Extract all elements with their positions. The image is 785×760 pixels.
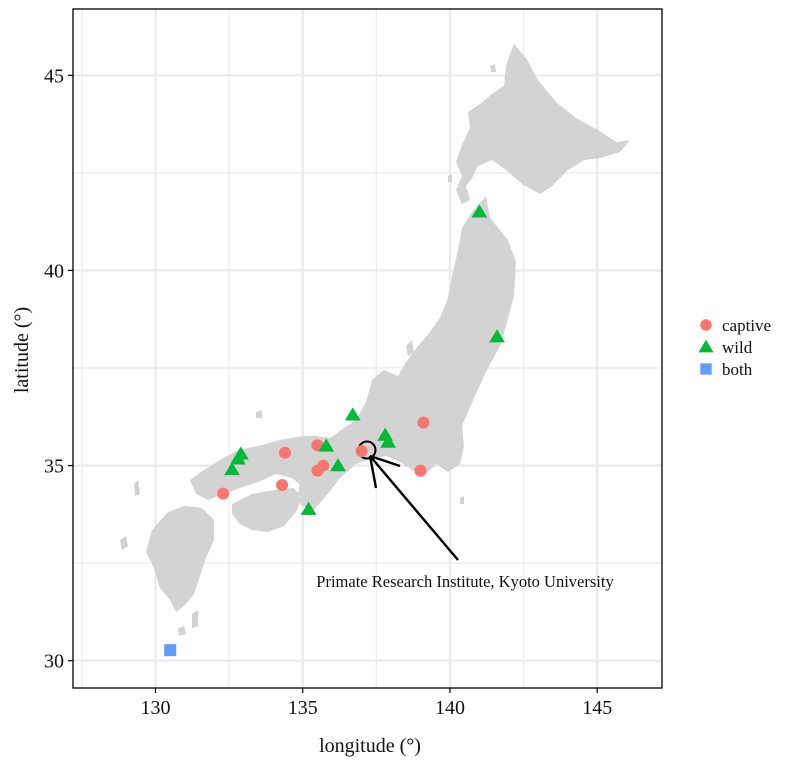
kyushu-landmass — [146, 506, 214, 612]
wild-point — [344, 407, 361, 421]
y-tick-label: 40 — [44, 260, 64, 282]
captive-point — [414, 464, 427, 477]
wild-point — [232, 446, 249, 460]
both-point — [164, 644, 177, 657]
yakushima-island — [178, 626, 186, 636]
annotation-label: Primate Research Institute, Kyoto Univer… — [316, 572, 614, 591]
captive-point — [276, 479, 289, 492]
tsushima-island — [134, 480, 140, 496]
captive-point — [355, 445, 368, 458]
awaji-island — [298, 482, 306, 498]
captive-point — [279, 446, 292, 459]
wild-point — [300, 501, 317, 515]
annotation: Primate Research Institute, Kyoto Univer… — [316, 440, 614, 591]
x-tick-label: 145 — [582, 697, 612, 719]
wild-point — [380, 434, 396, 448]
panel-border — [72, 8, 663, 689]
wild-point — [471, 204, 488, 218]
y-axis-title: latitude (°) — [11, 307, 33, 393]
legend-key-both — [700, 363, 712, 375]
axes: 130 135 140 145 30 35 40 45 — [44, 65, 612, 719]
annotation-arrowhead-stroke-2 — [369, 454, 401, 468]
legend-label-captive: captive — [722, 316, 771, 335]
tanegashima-island — [192, 610, 198, 628]
y-tick-label: 30 — [44, 651, 64, 673]
captive-point — [317, 459, 330, 472]
legend-label-wild: wild — [722, 338, 753, 357]
y-tick-label: 35 — [44, 456, 64, 478]
oki-islands — [256, 410, 262, 418]
hokkaido-landmass — [456, 44, 630, 204]
annotation-arrow-line — [369, 455, 459, 561]
sado-island — [406, 340, 414, 356]
legend: captive wild both — [698, 316, 771, 379]
honshu-landmass — [190, 196, 516, 512]
okushiri-island — [448, 174, 452, 182]
x-tick-label: 135 — [288, 697, 318, 719]
annotation-arrowhead-stroke-1 — [368, 455, 378, 489]
data-points — [164, 204, 505, 657]
shikoku-landmass — [232, 488, 302, 532]
legend-key-captive — [700, 319, 712, 331]
x-tick-label: 140 — [435, 697, 465, 719]
legend-label-both: both — [722, 360, 753, 379]
izu-islands — [460, 496, 464, 504]
legend-key-wild — [698, 339, 714, 353]
wild-point — [489, 329, 505, 343]
wild-point — [330, 458, 346, 472]
wild-point — [224, 461, 240, 476]
x-tick-label: 130 — [140, 697, 170, 719]
y-tick-label: 45 — [44, 65, 64, 87]
rishiri-island — [490, 64, 496, 72]
x-axis-title: longitude (°) — [319, 735, 421, 757]
wild-point — [318, 438, 335, 452]
captive-point — [217, 487, 230, 500]
captive-point — [311, 439, 324, 452]
goto-islands — [120, 536, 128, 550]
captive-point — [417, 416, 430, 429]
japan-land — [120, 44, 630, 636]
